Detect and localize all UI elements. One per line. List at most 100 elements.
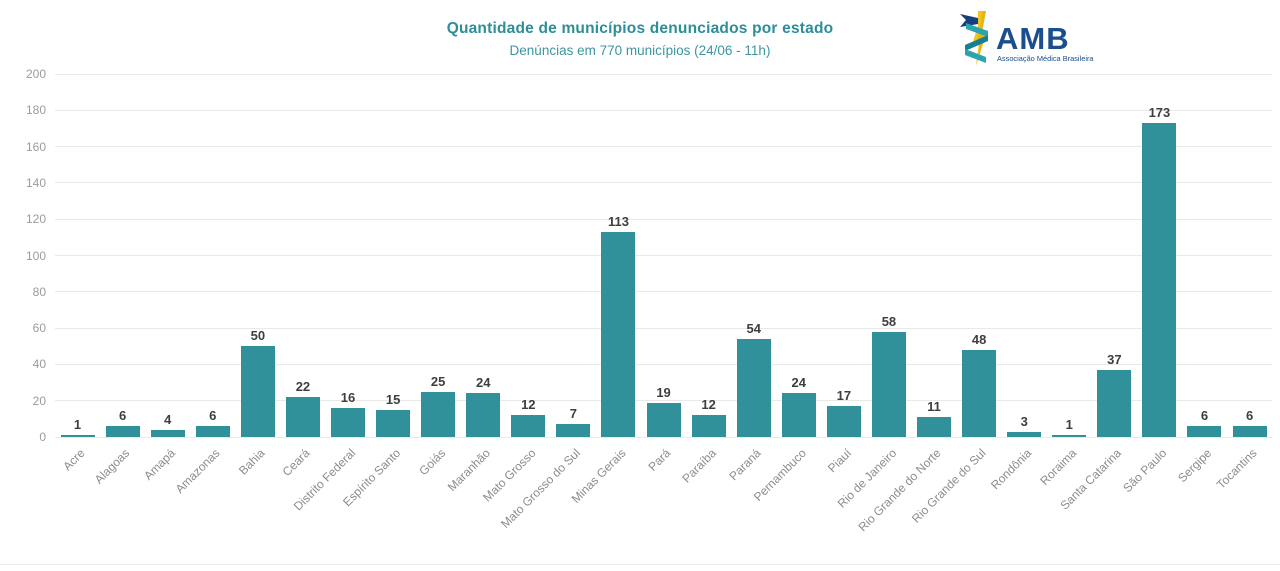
bar	[1142, 123, 1177, 437]
bar-value-label: 12	[521, 397, 536, 413]
y-axis-tick-label: 0	[39, 430, 46, 444]
bar-slot: 54 Paraná	[726, 0, 776, 483]
bar-value-label: 7	[569, 406, 578, 422]
bar	[917, 417, 952, 437]
bar-slot: 4 Amapá	[141, 0, 190, 483]
bar-value-label: 6	[1245, 408, 1254, 424]
bar	[1007, 431, 1042, 437]
bar-slot: 50 Bahia	[235, 0, 280, 478]
bar	[240, 346, 275, 437]
x-axis-tick-label: Bahia	[236, 446, 268, 478]
bar	[556, 424, 591, 437]
x-axis-tick-label: Mato Grosso do Sul	[498, 446, 584, 531]
x-axis-tick-label: São Paulo	[1120, 446, 1170, 496]
gridline	[55, 73, 1272, 75]
bar-value-label: 58	[881, 313, 897, 329]
bar	[736, 339, 771, 437]
bar-value-label: 48	[971, 331, 987, 347]
y-axis-tick-label: 200	[25, 67, 46, 81]
bar	[1097, 369, 1132, 437]
bar-value-label: 54	[746, 321, 761, 336]
bar	[421, 391, 456, 437]
gridline	[55, 146, 1272, 148]
y-axis-tick-label: 180	[25, 103, 46, 118]
bar-slot: 24 Pernambuco	[751, 0, 821, 504]
bar	[105, 426, 140, 437]
bar-value-label: 1	[1065, 417, 1073, 432]
x-axis-tick-label: Pará	[645, 446, 674, 474]
y-axis-tick-label: 140	[25, 175, 46, 190]
bar-value-label: 22	[295, 379, 311, 395]
bar	[331, 407, 365, 437]
x-axis-tick-label: Rondônia	[987, 446, 1035, 493]
bar-slot: 48 Rio Grande do Sul	[909, 0, 1002, 526]
bar-slot: 1 Acre	[55, 0, 100, 473]
bar	[962, 349, 997, 437]
bar-slot: 37 Santa Catarina	[1058, 0, 1137, 513]
bar-value-label: 1	[73, 417, 82, 432]
gridline	[55, 109, 1272, 111]
bar	[1187, 426, 1222, 437]
bar-slot: 22 Ceará	[280, 0, 325, 479]
bar-value-label: 6	[119, 408, 127, 424]
bar-value-label: 11	[927, 399, 941, 415]
x-axis-tick-label: Amapá	[140, 446, 178, 483]
bar-value-label: 25	[430, 373, 446, 389]
bar	[871, 331, 906, 437]
bar-value-label: 16	[340, 389, 356, 405]
y-axis-tick-label: 120	[25, 212, 46, 227]
bar-slot: 113 Minas Gerais	[569, 0, 641, 506]
bar-slot: 6 Sergipe	[1175, 0, 1227, 485]
x-axis-tick-label: Paraná	[726, 446, 764, 484]
bar	[511, 415, 546, 437]
bar	[150, 429, 185, 437]
amb-logo-graphic: AMB Associação Médica Brasileira	[960, 11, 1094, 66]
x-axis-tick-label: Piauí	[824, 446, 854, 476]
x-axis-tick-label: Rio Grande do Norte	[855, 446, 944, 535]
bar-value-label: 50	[250, 328, 266, 344]
bar	[376, 409, 411, 437]
bar-value-label: 19	[656, 384, 671, 400]
bar-value-label: 6	[1200, 408, 1209, 424]
bar-value-label: 17	[836, 388, 852, 404]
x-axis-tick-label: Acre	[60, 446, 88, 474]
bar-slot: 6 Alagoas	[92, 0, 145, 487]
caduceus-staff-icon	[960, 11, 988, 66]
bars-container: 1 Acre 6 Alagoas 4 Amapá 6 Amazonas 50 Bahia 22 Cea…	[55, 0, 1272, 534]
y-axis-tick-label: 40	[32, 357, 46, 372]
bar-value-label: 4	[164, 411, 172, 427]
amb-logo: AMB Associação Médica Brasileira	[952, 8, 1097, 68]
bar-value-label: 24	[791, 375, 807, 391]
bar-slot: 16 Distrito Federal	[290, 0, 370, 513]
bar	[466, 393, 501, 437]
bar	[646, 402, 681, 437]
y-axis-tick-label: 160	[25, 139, 46, 154]
bar-value-label: 37	[1107, 351, 1122, 367]
x-axis-tick-label: Ceará	[279, 446, 313, 480]
gridline	[55, 255, 1272, 256]
bar-slot: 17 Piauí	[821, 0, 866, 475]
bar-value-label: 12	[701, 397, 716, 413]
y-axis-tick-label: 80	[32, 284, 46, 299]
bar-value-label: 3	[1020, 413, 1028, 429]
y-axis-tick-label: 60	[32, 321, 46, 336]
bar-value-label: 6	[209, 408, 217, 424]
bar-slot: 12 Mato Grosso	[480, 0, 551, 504]
x-axis-tick-label: Goiás	[415, 446, 449, 479]
bar-slot: 1 Roraima	[1037, 0, 1092, 488]
bar	[285, 397, 320, 437]
x-axis-tick-label: Sergipe	[1175, 446, 1215, 486]
bar-slot: 25 Goiás	[416, 0, 461, 478]
y-axis-tick-label: 100	[25, 248, 46, 263]
bar	[60, 435, 95, 437]
bar-slot: 173 São Paulo	[1120, 0, 1182, 495]
amb-wordmark: AMB	[996, 21, 1070, 56]
bar-value-label: 24	[476, 375, 491, 391]
gridline	[55, 291, 1272, 293]
bar-slot: 12 Paraíba	[679, 0, 731, 486]
bar	[826, 406, 861, 437]
bar-slot: 6 Amazonas	[173, 0, 235, 496]
x-axis-tick-label: Roraima	[1037, 446, 1080, 488]
